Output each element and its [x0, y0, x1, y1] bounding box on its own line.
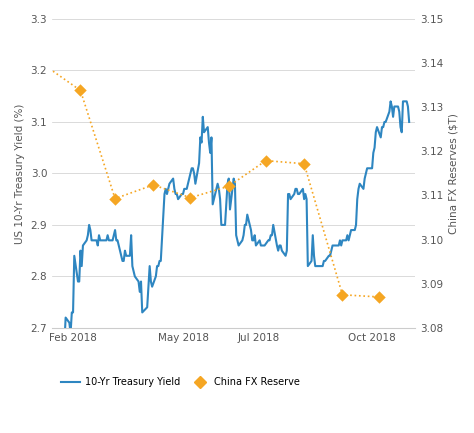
Point	[225, 183, 233, 190]
Point	[376, 294, 383, 301]
Point	[38, 60, 46, 67]
Legend: 10-Yr Treasury Yield, China FX Reserve: 10-Yr Treasury Yield, China FX Reserve	[57, 373, 304, 391]
Point	[301, 160, 308, 167]
Point	[111, 195, 119, 202]
Point	[262, 157, 270, 164]
Point	[338, 291, 346, 298]
Point	[187, 194, 194, 201]
Y-axis label: China FX Reserves ($T): China FX Reserves ($T)	[449, 113, 459, 234]
Point	[150, 181, 157, 188]
Y-axis label: US 10-Yr Treasury Yield (%): US 10-Yr Treasury Yield (%)	[15, 103, 25, 244]
Point	[77, 87, 84, 94]
